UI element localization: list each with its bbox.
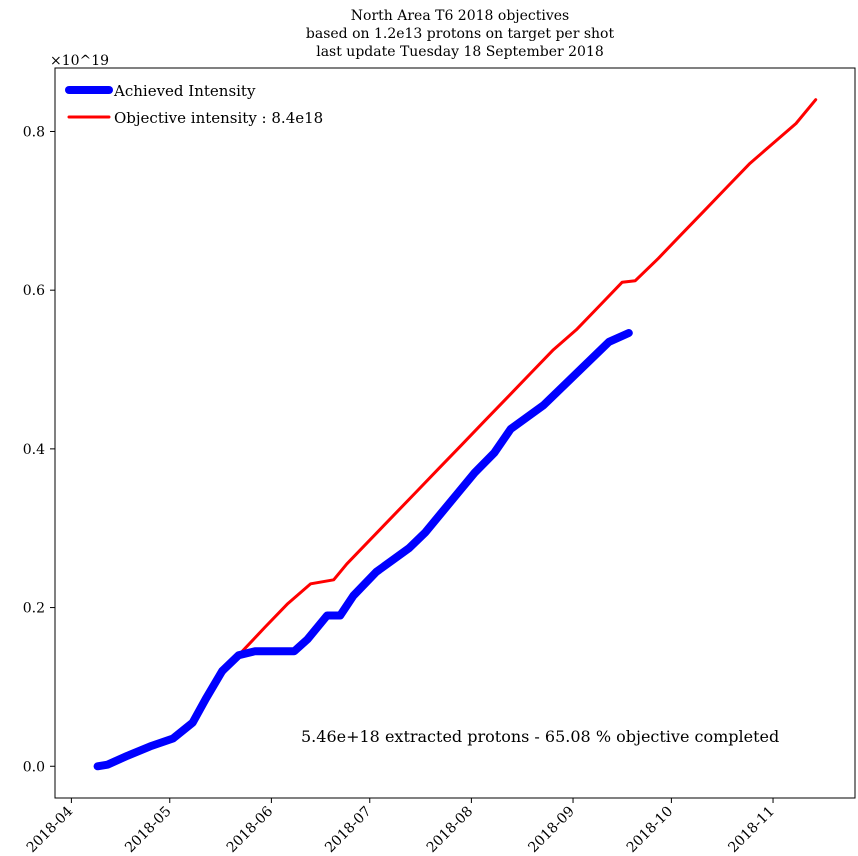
series-line-achieved: [93, 329, 633, 771]
y-axis-ticks: 0.0 0.2 0.4 0.6 0.8: [23, 124, 55, 775]
title-line-2: based on 1.2e13 protons on target per sh…: [306, 26, 615, 42]
x-tick-label: 2018-10: [624, 804, 676, 856]
legend: Achieved Intensity Objective intensity :…: [65, 82, 323, 127]
y-tick-label: 0.6: [23, 283, 45, 299]
y-tick-label: 0.4: [23, 442, 45, 458]
x-tick-label: 2018-06: [224, 803, 277, 856]
y-scale-label: ×10^19: [50, 53, 109, 69]
legend-label-objective: Objective intensity : 8.4e18: [114, 109, 323, 127]
series-line-objective: [96, 98, 818, 768]
x-tick-label: 2018-04: [24, 803, 77, 856]
y-tick-label: 0.0: [23, 759, 45, 775]
y-tick-label: 0.8: [23, 124, 45, 140]
x-axis-ticks: 2018-04 2018-05 2018-06 2018-07 2018-08 2018-…: [24, 798, 778, 856]
x-tick-label: 2018-09: [525, 804, 577, 856]
x-tick-label: 2018-11: [725, 804, 777, 856]
plot-frame: [54, 67, 856, 799]
x-tick-label: 2018-07: [322, 804, 374, 856]
title-line-1: North Area T6 2018 objectives: [351, 8, 569, 24]
x-tick-label: 2018-08: [424, 804, 476, 856]
chart-title: North Area T6 2018 objectives based on 1…: [306, 8, 615, 60]
title-line-3: last update Tuesday 18 September 2018: [316, 44, 604, 60]
series-layer: [93, 98, 818, 771]
completion-annotation: 5.46e+18 extracted protons - 65.08 % obj…: [301, 727, 779, 746]
y-tick-label: 0.2: [23, 601, 45, 617]
legend-label-achieved: Achieved Intensity: [113, 82, 256, 100]
x-tick-label: 2018-05: [122, 804, 174, 856]
